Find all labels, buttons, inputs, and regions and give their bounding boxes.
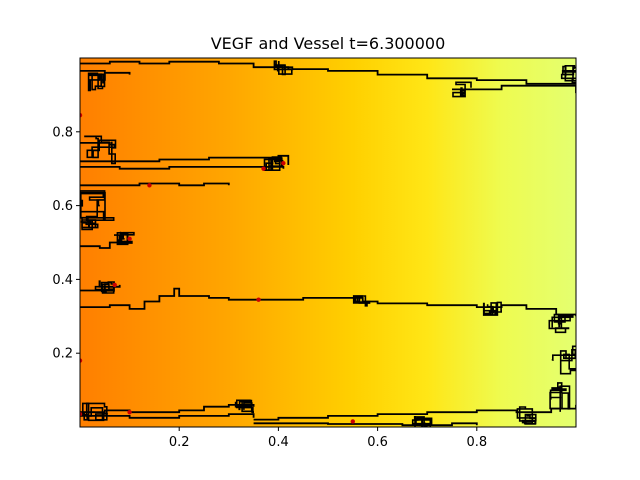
- y-tick-label: 0.6: [52, 199, 73, 214]
- vessel-tips: [80, 112, 355, 424]
- vessel-cluster-10: [352, 295, 371, 307]
- vessel-2: [452, 84, 576, 94]
- vessel-clusters: [80, 60, 576, 427]
- vessel-tip-5: [112, 282, 117, 288]
- vessel-cluster-17: [234, 399, 254, 414]
- vessel-tip-4: [127, 236, 132, 242]
- vessel-cluster-4: [84, 135, 117, 165]
- vessel-cluster-13: [551, 345, 576, 375]
- vessel-tip-8: [127, 410, 132, 415]
- vessel-cluster-16: [81, 402, 108, 422]
- vessel-cluster-12: [548, 313, 574, 334]
- y-axis: 0.2 0.4 0.6 0.8: [52, 125, 80, 362]
- vessel-cluster-5: [263, 156, 284, 171]
- x-tick-label: 0.4: [268, 435, 289, 450]
- vessel-cluster-14: [549, 382, 571, 412]
- x-axis: 0.2 0.4 0.6 0.8: [169, 427, 487, 450]
- vessel-tip-3: [147, 183, 152, 188]
- vessel-cluster-9: [94, 280, 115, 294]
- vessel-13: [253, 422, 478, 427]
- vessel-6: [80, 182, 230, 187]
- vessel-0: [80, 60, 576, 85]
- y-tick-label: 0.2: [52, 347, 73, 362]
- vessel-tip-6: [256, 297, 261, 302]
- x-tick-label: 0.8: [466, 435, 487, 450]
- vessel-tip-7: [80, 358, 83, 363]
- vessel-tip-2: [281, 160, 286, 166]
- vessel-cluster-11: [482, 301, 502, 316]
- vessel-cluster-18: [411, 416, 433, 427]
- vessel-cluster-15: [516, 406, 537, 425]
- vessel-tip-1: [261, 166, 266, 171]
- vessel-tip-9: [350, 419, 355, 424]
- plot-frame: [79, 57, 577, 428]
- x-tick-label: 0.6: [367, 435, 388, 450]
- y-tick-label: 0.8: [52, 125, 73, 140]
- vessel-10: [80, 404, 255, 414]
- vessel-12: [253, 404, 576, 421]
- chart-title: VEGF and Vessel t=6.300000: [211, 34, 446, 53]
- vessel-cluster-7: [80, 216, 99, 231]
- y-tick-label: 0.4: [52, 273, 73, 288]
- vessel-cluster-1: [273, 60, 294, 76]
- vessel-tip-0: [80, 112, 83, 118]
- vessel-cluster-3: [452, 81, 472, 98]
- vessel-cluster-0: [87, 72, 106, 92]
- vessel-cluster-6: [80, 190, 115, 221]
- vessel-cluster-8: [114, 231, 135, 246]
- vessel-1: [80, 70, 131, 75]
- x-tick-label: 0.2: [169, 435, 190, 450]
- vessel-4: [80, 154, 290, 165]
- vegf-heatmap: [80, 58, 576, 427]
- vessel-11: [80, 413, 255, 419]
- vessel-tip-10: [80, 411, 83, 417]
- vessel-cluster-2: [560, 64, 576, 84]
